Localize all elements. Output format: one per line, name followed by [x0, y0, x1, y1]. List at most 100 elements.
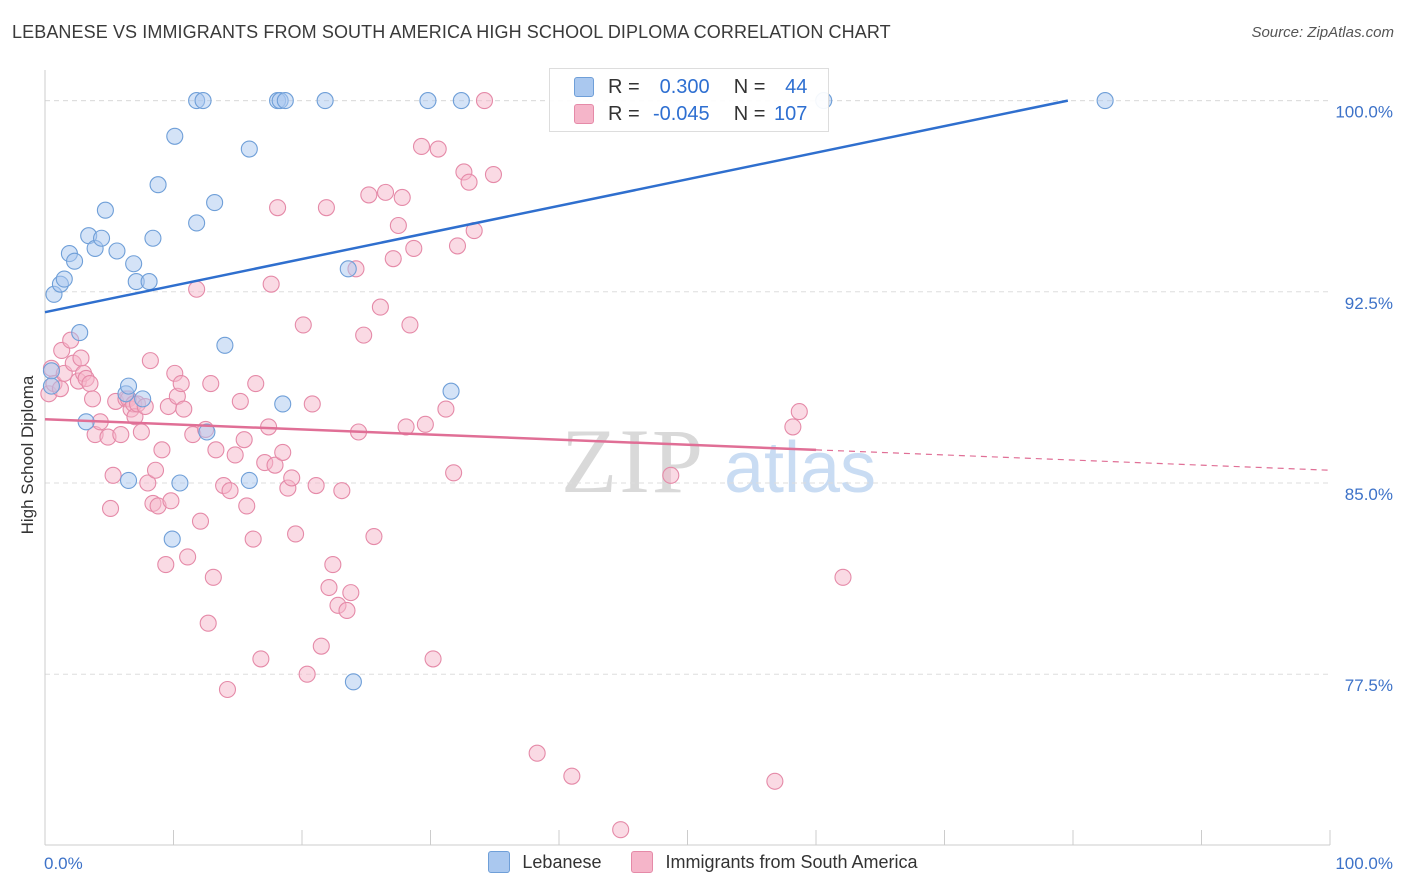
lebanese-point [276, 92, 294, 110]
south-america-point [429, 140, 447, 158]
south-america-point [283, 469, 301, 487]
south-america-point [199, 614, 217, 632]
lebanese-point [171, 474, 189, 492]
south-america-point [247, 375, 265, 393]
south-america-point [262, 275, 280, 293]
x-tick-label-min: 0.0% [44, 854, 83, 873]
lebanese-point [194, 92, 212, 110]
south-america-point [231, 392, 249, 410]
south-america-point [202, 375, 220, 393]
south-america-point [338, 601, 356, 620]
lebanese-point [188, 214, 206, 232]
south-america-point [355, 326, 373, 344]
south-america-point [112, 426, 130, 444]
south-america-point [221, 482, 239, 500]
legend-row-south-america: R = -0.045 N = 107 [574, 100, 807, 128]
south-america-point [437, 400, 455, 418]
lebanese-point [140, 273, 158, 291]
south-america-point [298, 665, 316, 683]
lebanese-point [134, 390, 152, 408]
lebanese-point [442, 382, 460, 400]
lebanese-point [206, 194, 224, 212]
lebanese-trend-line [44, 99, 1069, 314]
south-america-point [146, 461, 165, 479]
south-america-point [563, 767, 581, 785]
lebanese-point [125, 255, 143, 273]
south-america-point [104, 466, 122, 484]
south-america-point [389, 216, 407, 235]
legend-n-label: N = [733, 75, 766, 98]
lebanese-point [42, 362, 60, 380]
south-america-point [376, 183, 395, 201]
lebanese-point [66, 252, 84, 270]
lebanese-point [92, 229, 111, 247]
south-america-point [784, 418, 802, 436]
lebanese-point [216, 336, 234, 354]
south-america-point [83, 390, 102, 408]
y-tick-label: 92.5% [1345, 294, 1393, 313]
lebanese-point [144, 229, 162, 247]
south-america-point [320, 578, 338, 597]
x-tick-label-max: 100.0% [1335, 854, 1393, 873]
lebanese-point [163, 530, 181, 548]
south-america-point [342, 584, 360, 602]
lebanese-point [198, 423, 216, 441]
lebanese-point [55, 270, 73, 288]
south-america-point [218, 680, 237, 699]
south-america-point [312, 637, 330, 655]
south-america-point [238, 497, 256, 515]
legend-r-label: R = [608, 75, 640, 98]
south-america-point [475, 92, 494, 110]
legend-n-value-lebanese: 44 [785, 75, 808, 98]
south-america-point [157, 556, 175, 574]
y-tick-label: 77.5% [1345, 676, 1393, 695]
south-america-point [162, 492, 180, 510]
lebanese-point [166, 127, 184, 145]
south-america-point [662, 466, 680, 484]
lebanese-point [119, 377, 138, 395]
chart-title: LEBANESE VS IMMIGRANTS FROM SOUTH AMERIC… [12, 22, 891, 42]
south-america-point [303, 395, 321, 413]
south-america-point [252, 650, 270, 668]
south-america-point [401, 316, 419, 334]
lebanese-point [108, 242, 126, 260]
series-label-lebanese: Lebanese [522, 851, 602, 872]
legend-n-label: N = [733, 102, 766, 125]
lebanese-point [339, 260, 357, 278]
series-legend-south-america[interactable]: Immigrants from South America [631, 851, 918, 873]
lebanese-point [119, 471, 138, 489]
lebanese-point [42, 377, 60, 395]
series-swatch-south-america [631, 851, 654, 873]
south-america-point [132, 423, 150, 441]
south-america-point [612, 821, 630, 839]
lebanese-point [71, 324, 89, 342]
south-america-point [307, 476, 325, 495]
lebanese-point [274, 395, 292, 413]
south-america-point [179, 548, 197, 566]
watermark-zip: ZIP [561, 410, 705, 512]
legend-r-label: R = [608, 102, 640, 125]
south-america-point [365, 527, 383, 546]
south-america-point [226, 446, 244, 464]
south-america-point [384, 250, 402, 268]
south-america-point [188, 280, 206, 298]
south-america-point [141, 352, 159, 370]
series-legend-lebanese[interactable]: Lebanese [488, 851, 601, 873]
south-america-point [204, 568, 222, 586]
south-america-point [416, 415, 434, 433]
south-america-point [139, 474, 157, 492]
south-america-point [405, 239, 423, 258]
south-america-point [360, 186, 378, 204]
south-america-point [412, 137, 431, 156]
south-america-point [294, 316, 312, 334]
legend-r-value-lebanese: 0.300 [659, 75, 710, 98]
south-america-point [371, 298, 389, 316]
south-america-point [191, 512, 210, 530]
lebanese-point [419, 92, 437, 110]
south-america-point [424, 650, 442, 668]
south-america-point [287, 525, 305, 543]
south-america-point [333, 482, 351, 500]
south-america-point [101, 499, 120, 518]
south-america-trend-line [44, 418, 817, 452]
